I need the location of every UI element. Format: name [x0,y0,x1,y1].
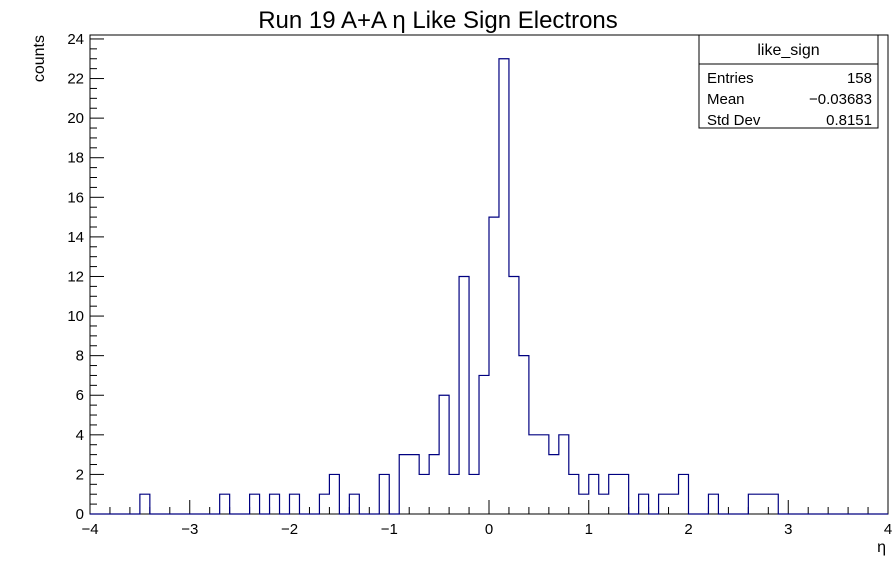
x-tick-label: 3 [784,521,792,538]
y-tick-label: 10 [67,308,84,325]
x-tick-label: −1 [381,521,398,538]
x-tick-label: −3 [181,521,198,538]
stats-row-label: Entries [707,70,754,87]
stats-box-border [698,34,879,129]
x-tick-label: 1 [585,521,593,538]
y-tick-label: 8 [76,348,84,365]
x-axis-label: η [877,539,886,556]
stats-row-value: −0.03683 [809,91,872,108]
y-tick-label: 6 [76,387,84,404]
stats-row-value: 0.8151 [826,112,872,129]
stats-row-label: Std Dev [707,112,761,129]
y-tick-label: 14 [67,229,84,246]
x-tick-label: 4 [884,521,892,538]
y-tick-label: 16 [67,189,84,206]
y-tick-label: 22 [67,71,84,88]
x-tick-label: 2 [684,521,692,538]
stats-row-value: 158 [847,70,872,87]
chart-title: Run 19 A+A η Like Sign Electrons [258,7,618,34]
y-tick-label: 12 [67,268,84,285]
x-axis: −4 −3 −2 −1 0 1 2 3 4 [81,500,892,538]
stats-box-title: like_sign [757,42,819,59]
y-tick-label: 2 [76,466,84,483]
y-tick-label: 24 [67,31,84,48]
y-tick-label: 18 [67,150,84,167]
stats-row-label: Mean [707,91,745,108]
y-tick-label: 0 [76,506,84,523]
histogram-line [90,58,888,515]
y-axis-label: counts [31,35,48,82]
y-tick-label: 4 [76,427,84,444]
x-tick-label: −2 [281,521,298,538]
x-tick-label: −4 [81,521,98,538]
x-tick-label: 0 [485,521,493,538]
y-tick-label: 20 [67,110,84,127]
